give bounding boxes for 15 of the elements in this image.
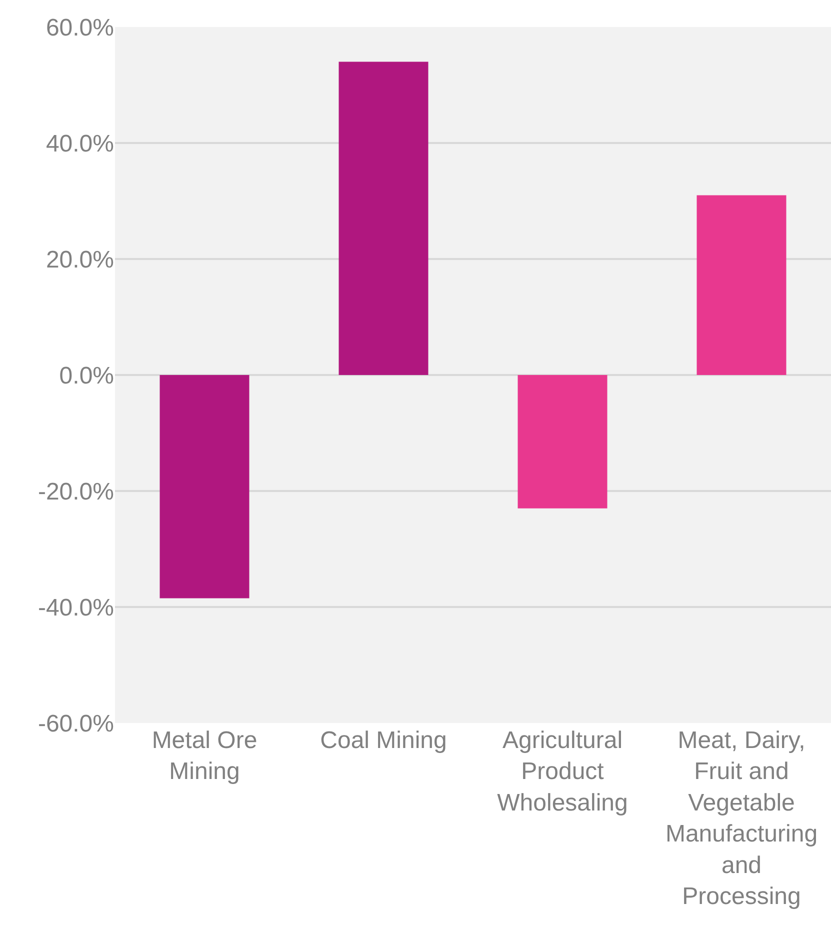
y-tick-label: 40.0% bbox=[46, 130, 114, 158]
x-tick-label: Meat, Dairy, Fruit and Vegetable Manufacturing and Processing bbox=[665, 727, 818, 910]
x-tick-label: Metal Ore Mining bbox=[152, 727, 258, 786]
y-tick-label: -20.0% bbox=[38, 478, 114, 506]
bar bbox=[518, 375, 608, 508]
y-tick-label: -60.0% bbox=[38, 710, 114, 738]
y-tick-label: 20.0% bbox=[46, 246, 114, 274]
bar bbox=[160, 375, 250, 598]
bar bbox=[338, 62, 428, 375]
x-tick-label: Agricultural Product Wholesaling bbox=[497, 727, 628, 816]
bar bbox=[696, 195, 786, 375]
y-tick-label: 0.0% bbox=[59, 362, 114, 390]
x-tick-label: Coal Mining bbox=[320, 727, 447, 754]
y-tick-label: 60.0% bbox=[46, 14, 114, 42]
y-tick-label: -40.0% bbox=[38, 594, 114, 622]
